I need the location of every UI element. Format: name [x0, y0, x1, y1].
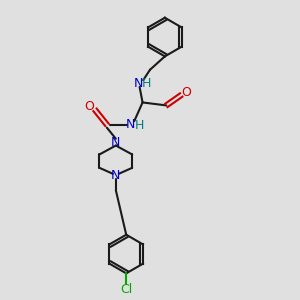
- Text: O: O: [181, 85, 191, 98]
- Text: N: N: [126, 118, 135, 131]
- Text: N: N: [111, 136, 121, 149]
- Text: N: N: [111, 169, 121, 182]
- Text: O: O: [85, 100, 94, 113]
- Text: Cl: Cl: [120, 283, 132, 296]
- Text: H: H: [141, 76, 151, 90]
- Text: H: H: [134, 119, 144, 132]
- Text: N: N: [134, 76, 143, 90]
